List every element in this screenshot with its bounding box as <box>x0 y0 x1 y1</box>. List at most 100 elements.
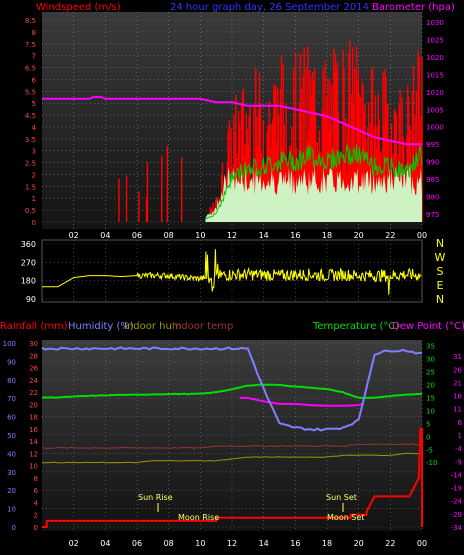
hour-tick-label: 12 <box>227 539 237 548</box>
barometer-tick-label: 1025 <box>426 36 444 44</box>
rain-tick-label: 12 <box>29 450 38 458</box>
dewpoint-tick-label: -14 <box>451 471 463 479</box>
temperature-axis-label: Temperature (°C) <box>312 321 399 332</box>
wind-tick-label: 3.5 <box>25 136 36 144</box>
dewpoint-tick-label: -24 <box>451 498 463 506</box>
wind-tick-label: 3 <box>32 148 36 156</box>
humidity-tick-label: 40 <box>7 450 16 458</box>
temperature-tick-label: 25 <box>426 369 435 377</box>
barometer-line <box>42 96 422 146</box>
hour-tick-label: 20 <box>354 539 364 548</box>
dewpoint-axis-label: Dew Point (°C) <box>392 321 464 332</box>
barometer-tick-label: 1020 <box>426 54 444 62</box>
climate-panel-background <box>42 340 422 531</box>
hour-tick-label: 00 <box>417 539 427 548</box>
wind-tick-label: 5.5 <box>25 88 36 96</box>
climate-series <box>41 346 423 528</box>
hour-tick-label: 06 <box>132 231 142 240</box>
dewpoint-tick-label: 16 <box>453 393 462 401</box>
hour-tick-label: 18 <box>322 231 332 240</box>
compass-label: W <box>435 251 446 264</box>
compass-label: S <box>437 265 444 278</box>
rain-tick-label: 4 <box>34 499 39 507</box>
humidity-tick-label: 30 <box>7 469 16 477</box>
dewpoint-tick-label: -9 <box>455 458 462 466</box>
hour-tick-label: 10 <box>195 231 205 240</box>
temperature-tick-label: -10 <box>426 459 437 467</box>
barometer-axis-label: Barometer (hpa) <box>372 2 455 13</box>
chart-title: 24 hour graph day, 26 September 2014 <box>170 2 369 13</box>
humidity-axis-label: Humidity (%) <box>68 321 134 332</box>
temperature-tick-label: 35 <box>426 343 435 351</box>
humidity-tick-label: 70 <box>7 395 16 403</box>
wind-tick-label: 1 <box>32 195 36 203</box>
moon-rise-annotation: Moon Rise <box>178 513 219 522</box>
hour-tick-label: 08 <box>164 539 174 548</box>
rain-tick-label: 26 <box>29 365 38 373</box>
hour-tick-label: 22 <box>385 539 395 548</box>
wind-tick-label: 7.5 <box>25 41 36 49</box>
rain-tick-label: 16 <box>29 426 38 434</box>
barometer-tick-label: 995 <box>426 141 439 149</box>
direction-tick-label: 90 <box>26 295 36 304</box>
direction-tick-label: 360 <box>21 240 36 249</box>
wind-tick-label: 6.5 <box>25 65 36 73</box>
wind-tick-label: 8.5 <box>25 17 36 25</box>
dewpoint-tick-label: -4 <box>455 445 463 453</box>
rain-tick-label: 24 <box>29 377 38 385</box>
humidity-tick-label: 20 <box>7 487 16 495</box>
wind-tick-label: 5 <box>32 100 36 108</box>
rain-tick-label: 10 <box>29 463 38 471</box>
rain-tick-label: 2 <box>34 512 38 520</box>
dewpoint-tick-label: 21 <box>453 379 462 387</box>
indoor-hum-line <box>41 452 423 464</box>
rain-tick-label: 30 <box>29 340 38 348</box>
wind-tick-label: 2 <box>32 171 36 179</box>
temperature-tick-label: 15 <box>426 394 435 402</box>
humidity-tick-label: 100 <box>3 340 16 348</box>
barometer-tick-label: 975 <box>426 211 439 219</box>
sun-set-annotation: Sun Set <box>326 493 357 502</box>
temperature-tick-label: 10 <box>426 407 435 415</box>
wind-tick-label: 4.5 <box>25 112 36 120</box>
wind-average-line <box>205 144 423 220</box>
temperature-tick-label: 5 <box>426 420 430 428</box>
wind-tick-label: 6 <box>32 76 37 84</box>
hour-tick-label: 14 <box>259 539 269 548</box>
wind-tick-label: 2.5 <box>25 160 36 168</box>
humidity-tick-label: 50 <box>7 432 16 440</box>
temperature-tick-label: -5 <box>426 446 433 454</box>
dewpoint-tick-label: 6 <box>458 419 463 427</box>
dewpoint-tick-label: 1 <box>458 432 462 440</box>
wind-tick-label: 0.5 <box>25 207 36 215</box>
rain-tick-label: 18 <box>29 414 38 422</box>
wind-tick-label: 8 <box>32 29 36 37</box>
rainfall-line <box>42 427 423 528</box>
rain-tick-label: 6 <box>34 487 39 495</box>
temperature-tick-label: 20 <box>426 381 435 389</box>
hour-tick-label: 14 <box>259 231 269 240</box>
hour-tick-label: 16 <box>290 539 300 548</box>
barometer-tick-label: 990 <box>426 159 439 167</box>
direction-tick-label: 270 <box>21 258 36 267</box>
compass-label: N <box>436 237 444 250</box>
hour-tick-label: 12 <box>227 231 237 240</box>
dewpoint-tick-label: 11 <box>453 406 462 414</box>
rain-tick-label: 22 <box>29 389 38 397</box>
hour-tick-label: 06 <box>132 539 142 548</box>
hour-tick-label: 22 <box>385 231 395 240</box>
dewpoint-line <box>239 396 364 407</box>
hour-tick-label: 20 <box>354 231 364 240</box>
indoor-temp-line <box>41 443 423 449</box>
temperature-tick-label: 30 <box>426 356 435 364</box>
climate-panel-ticks: 0102030405060708090100024681012141618202… <box>3 340 463 548</box>
wind-tick-label: 7 <box>32 53 36 61</box>
humidity-tick-label: 10 <box>7 506 16 514</box>
moon-set-annotation: Moon Set <box>327 513 364 522</box>
hour-tick-label: 04 <box>100 539 110 548</box>
hour-tick-label: 00 <box>417 231 427 240</box>
rain-tick-label: 0 <box>34 524 38 532</box>
indoor-hum-label: Indoor hum <box>124 321 182 332</box>
